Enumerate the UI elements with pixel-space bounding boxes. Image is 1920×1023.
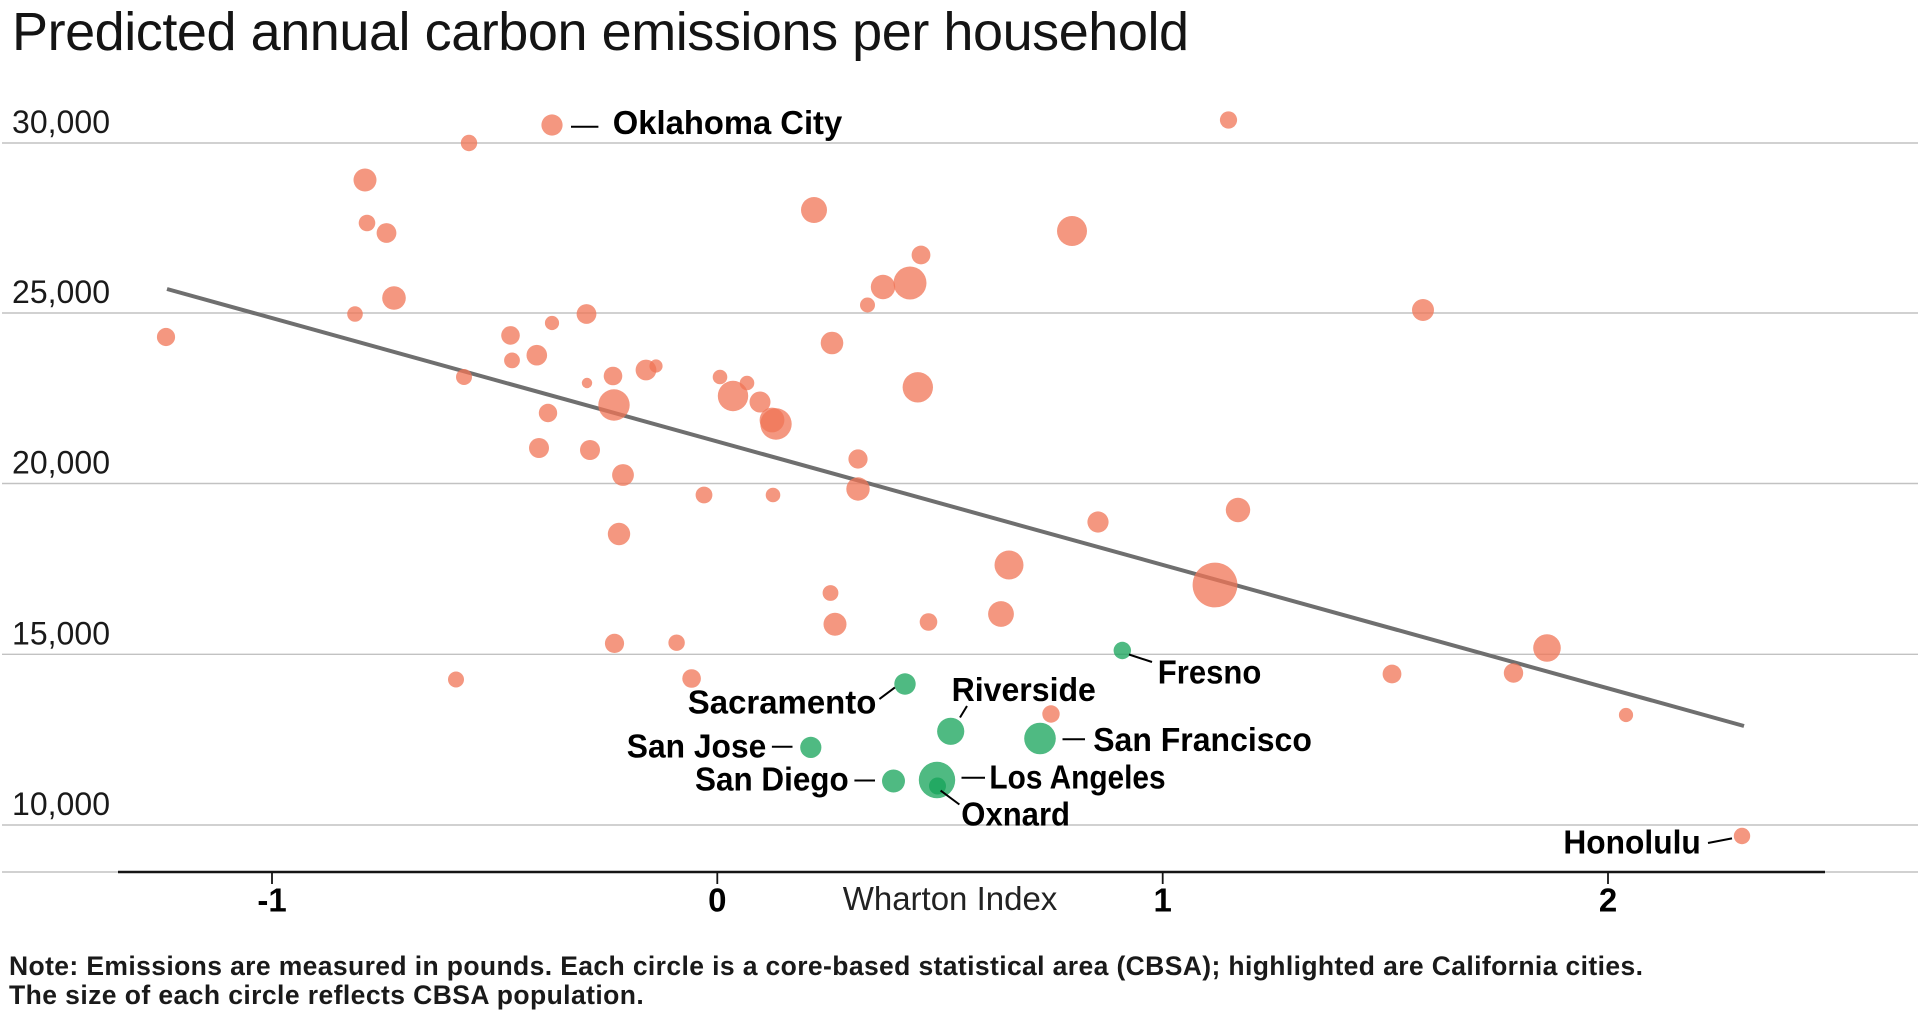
svg-text:1: 1 bbox=[1154, 882, 1172, 919]
svg-text:San Diego: San Diego bbox=[695, 761, 849, 798]
svg-text:Predicted annual carbon emissi: Predicted annual carbon emissions per ho… bbox=[12, 2, 1189, 62]
svg-text:Sacramento: Sacramento bbox=[688, 684, 877, 721]
svg-text:15,000: 15,000 bbox=[12, 616, 110, 652]
svg-text:Los Angeles: Los Angeles bbox=[989, 759, 1165, 796]
svg-text:San Jose: San Jose bbox=[627, 728, 767, 765]
svg-text:Oklahoma City: Oklahoma City bbox=[613, 104, 843, 141]
svg-text:San Francisco: San Francisco bbox=[1093, 721, 1312, 758]
svg-text:2: 2 bbox=[1599, 882, 1617, 919]
svg-text:The size of each circle reflec: The size of each circle reflects CBSA po… bbox=[9, 980, 644, 1010]
svg-text:-1: -1 bbox=[257, 882, 286, 919]
svg-text:Wharton Index: Wharton Index bbox=[843, 880, 1058, 917]
svg-text:10,000: 10,000 bbox=[12, 786, 110, 822]
svg-text:0: 0 bbox=[708, 882, 726, 919]
svg-text:Note: Emissions are measured i: Note: Emissions are measured in pounds. … bbox=[9, 951, 1643, 981]
svg-text:25,000: 25,000 bbox=[12, 274, 110, 310]
svg-text:Fresno: Fresno bbox=[1158, 654, 1262, 691]
svg-text:Riverside: Riverside bbox=[952, 671, 1096, 708]
svg-text:Honolulu: Honolulu bbox=[1563, 823, 1700, 860]
svg-text:30,000: 30,000 bbox=[12, 104, 110, 140]
svg-text:Oxnard: Oxnard bbox=[961, 796, 1070, 833]
svg-text:20,000: 20,000 bbox=[12, 445, 110, 481]
